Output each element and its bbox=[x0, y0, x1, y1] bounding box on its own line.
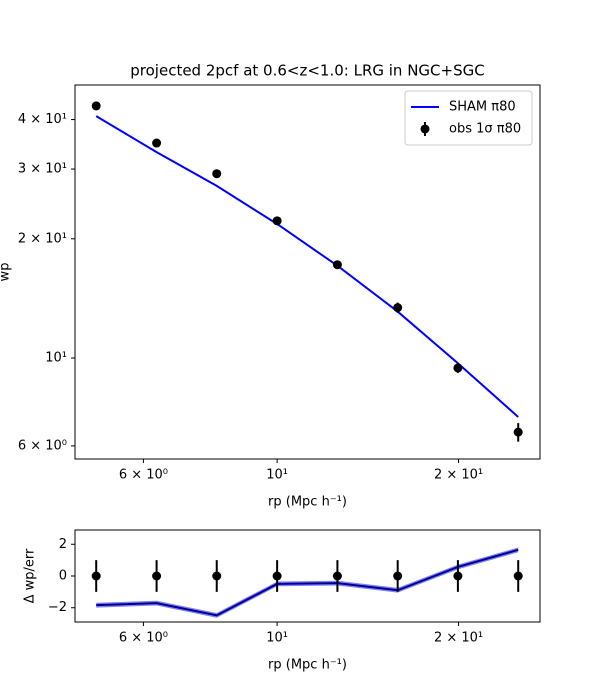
point bbox=[332, 571, 342, 581]
y-tick-label: 2 bbox=[59, 537, 67, 552]
y-tick-label: 10¹ bbox=[45, 351, 67, 366]
axes-frame bbox=[74, 84, 541, 460]
x-tick-label: 6 × 10⁰ bbox=[119, 468, 168, 483]
y-axis-label: Δ wp/err bbox=[23, 548, 38, 603]
legend-label: SHAM π80 bbox=[449, 100, 516, 115]
y-tick-label: 4 × 10¹ bbox=[18, 112, 67, 127]
point bbox=[91, 571, 101, 581]
x-tick-label: 2 × 10¹ bbox=[434, 468, 483, 483]
point bbox=[212, 571, 222, 581]
y-axis-label: wp bbox=[0, 263, 13, 282]
x-tick-label: 10¹ bbox=[266, 468, 288, 483]
point bbox=[152, 138, 162, 148]
x-tick-label: 2 × 10¹ bbox=[434, 631, 483, 646]
line bbox=[96, 548, 519, 617]
x-axis-label: rp (Mpc h⁻¹) bbox=[268, 495, 347, 510]
point bbox=[393, 303, 403, 313]
point bbox=[152, 571, 162, 581]
y-tick-label: 2 × 10¹ bbox=[18, 231, 67, 246]
y-tick-label: 3 × 10¹ bbox=[18, 162, 67, 177]
legend-swatch bbox=[420, 124, 430, 134]
point bbox=[453, 363, 463, 373]
x-tick-label: 10¹ bbox=[266, 631, 288, 646]
point bbox=[393, 571, 403, 581]
line bbox=[95, 115, 519, 418]
chart-title: projected 2pcf at 0.6<z<1.0: LRG in NGC+… bbox=[130, 62, 484, 80]
legend-box bbox=[404, 90, 533, 146]
x-axis-label: rp (Mpc h⁻¹) bbox=[268, 658, 347, 673]
legend-label: obs 1σ π80 bbox=[449, 122, 521, 137]
axes-frame bbox=[74, 529, 541, 623]
point bbox=[453, 571, 463, 581]
y-tick-label: 0 bbox=[59, 569, 67, 584]
point bbox=[212, 169, 222, 179]
point bbox=[272, 216, 282, 226]
point bbox=[513, 427, 523, 437]
point bbox=[332, 260, 342, 270]
y-tick-label: 6 × 10⁰ bbox=[18, 438, 67, 453]
point bbox=[513, 571, 523, 581]
point bbox=[91, 101, 101, 111]
point bbox=[272, 571, 282, 581]
y-tick-label: −2 bbox=[48, 600, 67, 615]
x-tick-label: 6 × 10⁰ bbox=[119, 631, 168, 646]
